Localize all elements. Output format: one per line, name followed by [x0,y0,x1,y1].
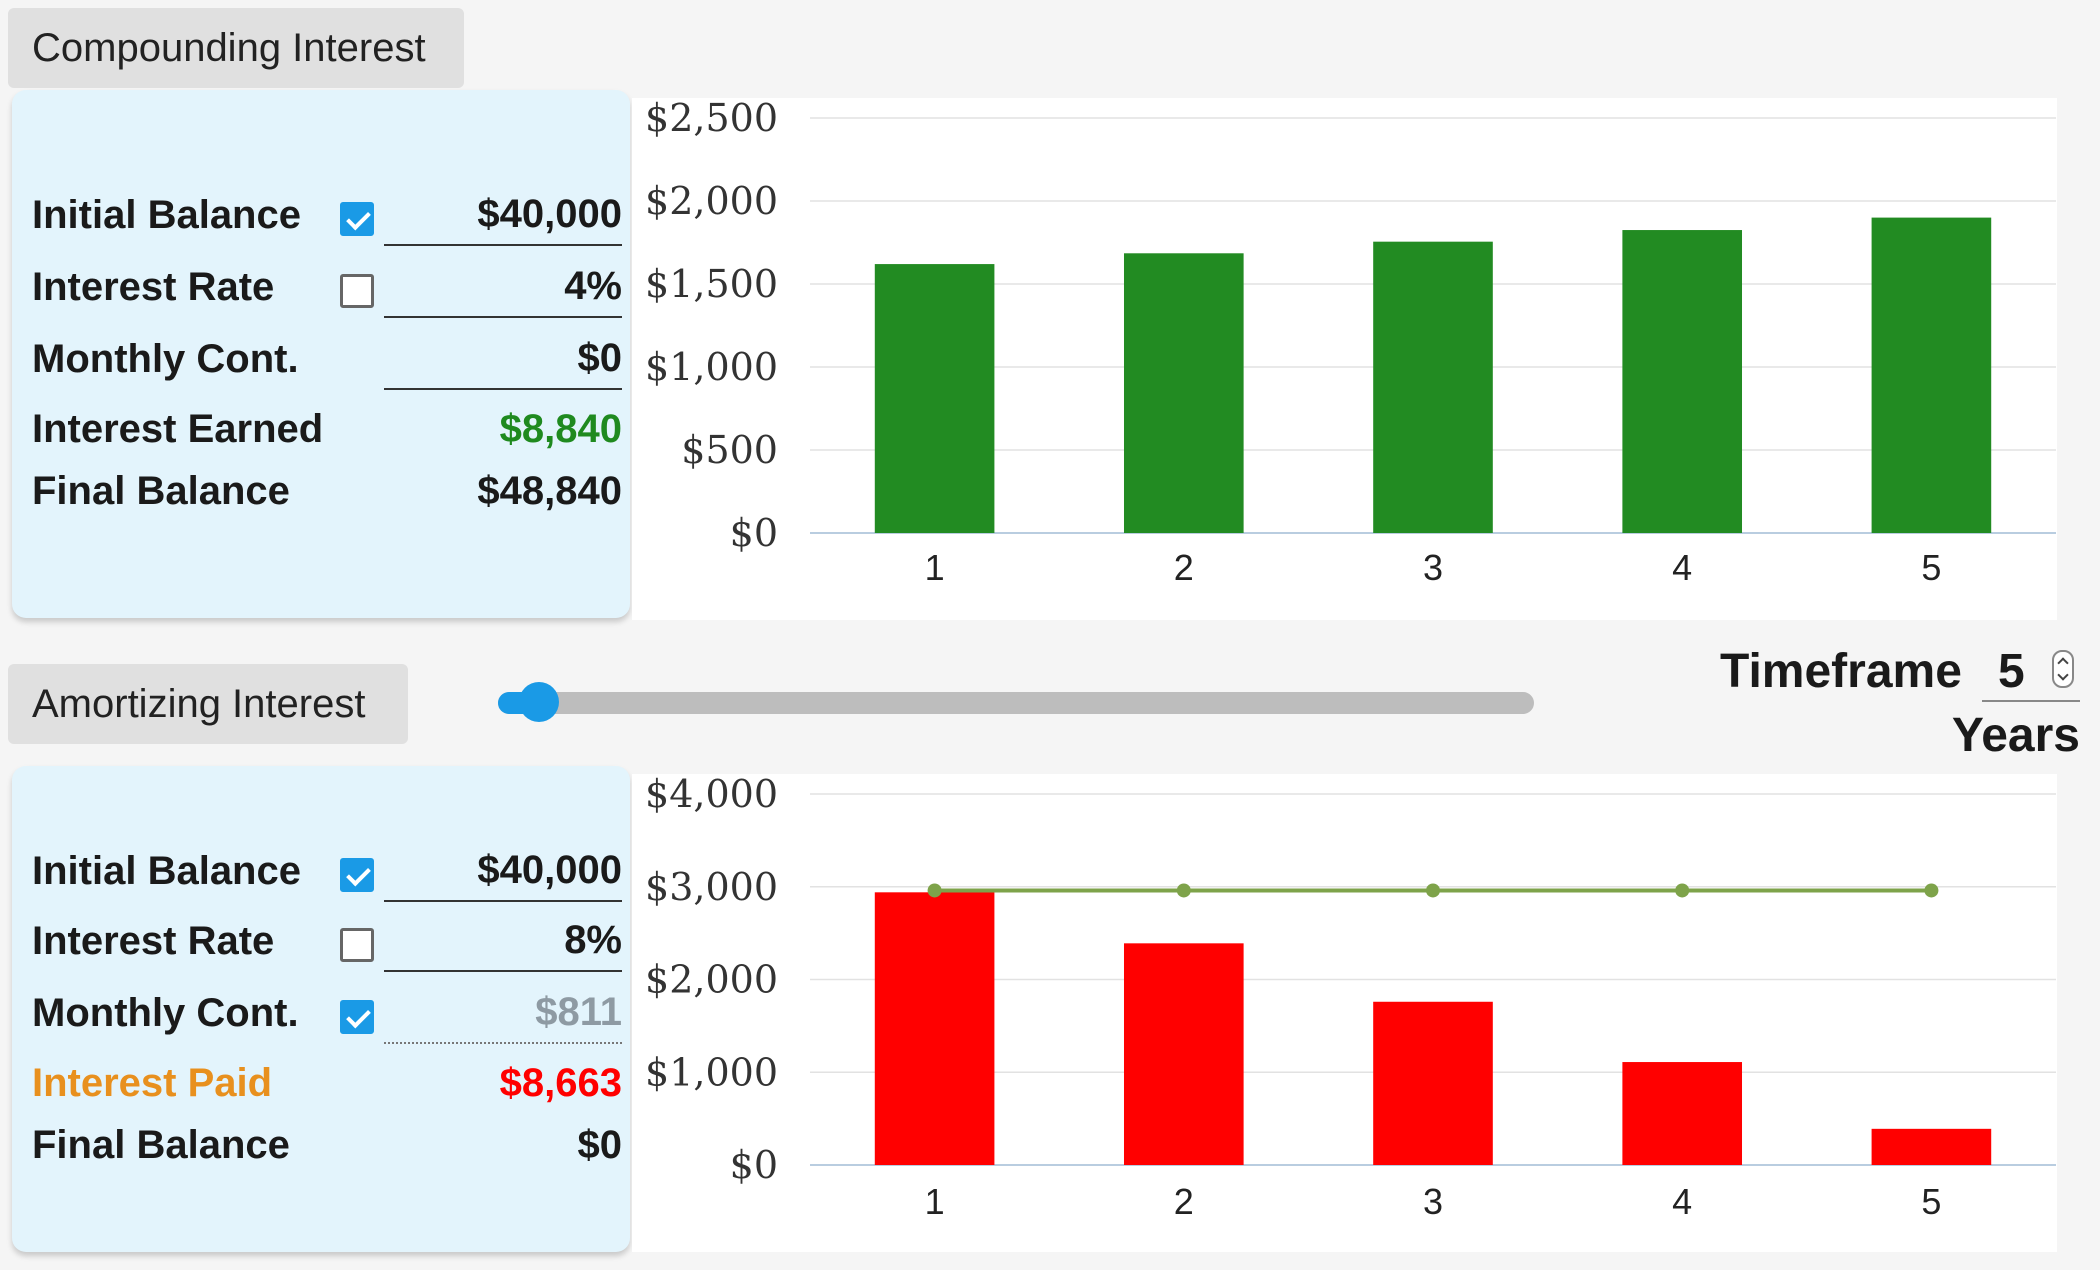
compounding-monthly-cont-label: Monthly Cont. [32,337,299,381]
bar [874,264,995,533]
compounding-initial-balance-label: Initial Balance [32,193,301,237]
compounding-final-balance-label: Final Balance [32,469,290,513]
y-tick-label: $4,000 [645,774,778,816]
compounding-interest-rate-row: Interest Rate 4% [32,258,622,318]
line-point [1924,883,1939,898]
compounding-interest-rate-checkbox[interactable] [340,274,374,308]
bar [1871,217,1992,533]
amortizing-final-balance-value: $0 [577,1123,623,1167]
compounding-initial-balance-checkbox[interactable] [340,202,374,236]
amortizing-initial-balance-checkbox[interactable] [340,858,374,892]
amortizing-interest-rate-checkbox[interactable] [340,928,374,962]
compounding-final-balance-row: Final Balance $48,840 [32,462,622,522]
y-tick-label: $2,000 [645,179,778,223]
compounding-interest-earned-label: Interest Earned [32,407,324,451]
amortizing-monthly-cont-label: Monthly Cont. [32,991,299,1035]
amortizing-interest-paid-row: Interest Paid $8,663 [32,1054,622,1114]
compounding-chart: $0 $500 $1,000 $1,500 $2,000 $2,500 1 2 3 4 5 [632,98,2057,620]
compounding-interest-earned-value: $8,840 [499,407,622,451]
x-tick-label: 2 [1174,547,1194,588]
y-tick-label: $2,000 [645,958,778,1002]
x-tick-label: 5 [1921,547,1941,588]
amortizing-interest-tab-label: Amortizing Interest [32,681,366,726]
amortizing-final-balance-label: Final Balance [32,1123,290,1167]
amortizing-interest-rate-row: Interest Rate 8% [32,912,622,972]
compounding-initial-balance-row: Initial Balance $40,000 [32,186,622,246]
amortizing-interest-rate-label: Interest Rate [32,919,275,963]
amortizing-monthly-cont-input[interactable]: $811 [384,986,622,1044]
amortizing-panel: Initial Balance $40,000 Interest Rate 8%… [12,766,630,1252]
y-tick-label: $0 [730,1143,778,1187]
amortizing-final-balance-row: Final Balance $0 [32,1116,622,1176]
line-point [927,883,942,898]
timeframe-slider-thumb[interactable] [519,682,560,722]
bar [1622,230,1743,534]
line-point [1426,883,1440,898]
timeframe-value: 5 [1998,645,2025,698]
amortizing-bar-chart-svg: $0 $1,000 $2,000 $3,000 $4,000 1 2 3 4 5 [645,774,2056,1222]
compounding-interest-rate-input[interactable]: 4% [384,260,622,318]
x-tick-label: 4 [1672,1181,1692,1222]
bar [1373,1001,1493,1165]
amortizing-initial-balance-input[interactable]: $40,000 [384,844,622,902]
y-tick-label: $500 [681,428,778,472]
bar [1373,241,1493,534]
x-tick-label: 3 [1423,547,1443,588]
bar [1123,943,1244,1165]
bar [1622,1062,1743,1165]
amortizing-interest-paid-value: $8,663 [499,1061,622,1105]
y-tick-label: $3,000 [645,865,778,909]
amortizing-interest-tab[interactable]: Amortizing Interest [8,664,408,744]
bar [874,892,995,1165]
amortizing-interest-rate-input[interactable]: 8% [384,914,622,972]
compounding-interest-tab[interactable]: Compounding Interest [8,8,464,88]
line-point [1176,883,1191,898]
amortizing-monthly-cont-checkbox[interactable] [340,1000,374,1034]
compounding-monthly-cont-input[interactable]: $0 [384,332,622,390]
amortizing-monthly-cont-row: Monthly Cont. $811 [32,984,622,1044]
timeframe-unit-label: Years [1951,709,2080,762]
y-tick-label: $2,500 [645,98,778,140]
spinner-arrows-icon[interactable] [2052,650,2074,688]
compounding-interest-earned-row: Interest Earned $8,840 [32,400,622,460]
compounding-final-balance-value: $48,840 [477,469,622,513]
timeframe-label: Timeframe [1720,645,1962,698]
compounding-interest-tab-label: Compounding Interest [32,25,426,70]
timeframe-slider[interactable] [498,682,1534,722]
x-tick-label: 3 [1423,1181,1443,1222]
compounding-panel: Initial Balance $40,000 Interest Rate 4%… [12,90,630,618]
compounding-initial-balance-input[interactable]: $40,000 [384,188,622,246]
bar [1123,253,1244,534]
x-tick-label: 5 [1921,1181,1941,1222]
x-tick-label: 1 [925,1181,945,1222]
y-tick-label: $0 [730,511,778,555]
y-tick-label: $1,500 [645,262,778,306]
compounding-monthly-cont-row: Monthly Cont. $0 [32,330,622,390]
compounding-bar-chart-svg: $0 $500 $1,000 $1,500 $2,000 $2,500 1 2 3 4 5 [645,98,2056,588]
bar [1871,1128,1992,1165]
x-tick-label: 1 [925,547,945,588]
amortizing-interest-paid-label: Interest Paid [32,1061,273,1105]
x-tick-label: 2 [1174,1181,1194,1222]
y-tick-label: $1,000 [645,1050,778,1094]
timeframe-input[interactable]: 5 [1982,640,2080,702]
line-point [1675,883,1690,898]
amortizing-initial-balance-row: Initial Balance $40,000 [32,842,622,902]
x-tick-label: 4 [1672,547,1692,588]
amortizing-chart: $0 $1,000 $2,000 $3,000 $4,000 1 2 3 4 5 [632,774,2057,1252]
compounding-interest-rate-label: Interest Rate [32,265,275,309]
y-tick-label: $1,000 [645,345,778,389]
amortizing-initial-balance-label: Initial Balance [32,849,301,893]
